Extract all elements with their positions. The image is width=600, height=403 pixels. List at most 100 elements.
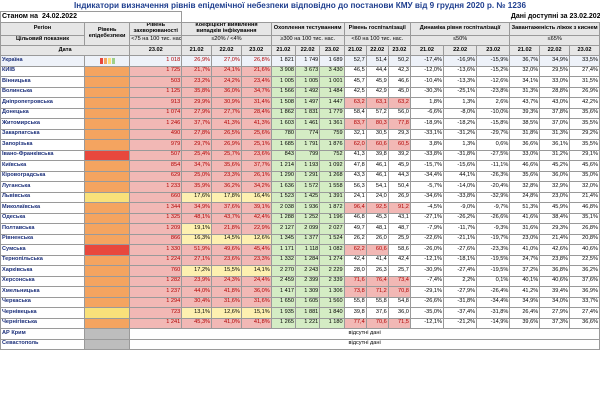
detection-value: 24,4% [240, 275, 272, 288]
dynamics-value: -29,1% [409, 286, 445, 298]
table-row: Волинська 1 125 35,8% 36,0% 34,7% 1 566 1 492 1… [0, 86, 600, 99]
hospital-value: 45,7 [343, 76, 367, 88]
indicators-table: Станом на 24.02.2022 Дані доступні за 23… [0, 11, 600, 351]
region-name: Сумська [0, 244, 85, 256]
region-name: Чернівецька [0, 307, 85, 319]
region-name: Україна [0, 55, 85, 67]
level-indicator [83, 65, 131, 78]
testing-value: 1 361 [319, 118, 345, 130]
testing-value: 1 484 [319, 86, 345, 99]
dynamics-value: -4,5% [409, 202, 445, 214]
detection-value: 27,9% [181, 107, 213, 120]
hdr-date: Дата [0, 45, 131, 57]
testing-value: 1 936 [294, 202, 321, 214]
hospital-value: 46,8 [343, 212, 367, 225]
detection-value: 49,6% [211, 244, 242, 256]
table-row: КИЇВ 1 725 21,7% 24,1% 21,6% 3 908 3 673 3 430 4… [0, 65, 600, 78]
testing-value: 1 377 [294, 233, 321, 246]
region-name: Полтавська [0, 223, 85, 235]
testing-value: 1 265 [270, 317, 297, 330]
region-name: КИЇВ [0, 65, 85, 78]
incidence-value: 979 [129, 139, 183, 151]
dynamics-value: -10,0% [476, 107, 511, 120]
dynamics-value: 1,8% [409, 97, 445, 109]
hospital-value: 39,2 [387, 149, 411, 162]
table-row: Луганська 1 233 35,9% 36,2% 34,2% 1 636 1 572 1… [0, 181, 600, 193]
level-indicator [83, 328, 131, 340]
level-indicator [83, 275, 131, 288]
dynamics-value: 0,6% [476, 139, 511, 151]
beds-value: 35,6% [569, 107, 600, 120]
testing-value: 1 274 [319, 254, 345, 267]
table-row: Івано-Франківська 507 25,4% 25,7% 23,6% 843 79… [0, 149, 600, 162]
incidence-value: 660 [129, 191, 183, 204]
detection-value: 36,2% [211, 181, 242, 193]
hospital-value: 24,0 [365, 191, 389, 204]
beds-value: 35,5% [569, 139, 600, 151]
region-name: Севастополь [0, 338, 85, 351]
hospital-value: 26,2 [343, 233, 367, 246]
beds-value: 37,8% [539, 107, 571, 120]
hdr-dynamics: Динаміка рівня госпіталізації [409, 22, 511, 36]
dynamics-value: 2,2% [443, 275, 478, 288]
detection-value: 16,3% [181, 233, 213, 246]
detection-value: 27,1% [181, 254, 213, 267]
table-row: Дніпропетровська 913 29,9% 30,9% 31,4% 1 508 1… [0, 97, 600, 109]
beds-value: 45,6% [569, 160, 600, 172]
testing-value: 1 425 [294, 191, 321, 204]
incidence-value: 503 [129, 76, 183, 88]
detection-value: 14,5% [211, 233, 242, 246]
detection-value: 24,2% [211, 76, 242, 88]
dynamics-value: -5,7% [409, 181, 445, 193]
beds-value: 39,3% [509, 107, 541, 120]
dynamics-value: -19,7% [476, 233, 511, 246]
dynamics-value: -9,3% [476, 223, 511, 235]
testing-value: 1 558 [319, 181, 345, 193]
detection-value: 34,2% [240, 181, 272, 193]
beds-value: 27,9% [539, 307, 571, 319]
level-indicator [83, 181, 131, 193]
hospital-value: 42,4 [387, 254, 411, 267]
date-cell: 23.02 [569, 45, 600, 57]
incidence-value: 913 [129, 97, 183, 109]
level-indicator [83, 139, 131, 151]
beds-value: 43,0% [539, 97, 571, 109]
dynamics-value: -13,6% [443, 65, 478, 78]
target-hospital: <60 на 100 тис. нас. [343, 34, 411, 47]
detection-value: 41,3% [240, 118, 272, 130]
beds-value: 23,8% [539, 254, 571, 267]
detection-value: 24,3% [211, 275, 242, 288]
testing-value: 1 572 [294, 181, 321, 193]
testing-value: 2 127 [270, 223, 297, 235]
beds-value: 37,6% [569, 275, 600, 288]
testing-value: 2 459 [270, 275, 297, 288]
beds-value: 39,6% [509, 317, 541, 330]
table-row: АР Крим відсутні дані [0, 328, 600, 340]
detection-value: 16,4% [240, 191, 272, 204]
testing-value: 1 831 [294, 107, 321, 120]
testing-value: 1 881 [294, 307, 321, 319]
date-cell: 21.02 [343, 45, 367, 57]
hospital-value: 50,4 [387, 181, 411, 193]
table-row: Черкаська 1 294 30,4% 31,6% 31,6% 1 650 1 605 1… [0, 296, 600, 309]
incidence-value: 1 241 [129, 317, 183, 330]
dynamics-value: -10,4% [409, 76, 445, 88]
beds-value: 42,6% [539, 244, 571, 256]
beds-value: 33,0% [509, 149, 541, 162]
hospital-value: 25,7 [387, 265, 411, 277]
testing-value: 1 840 [319, 307, 345, 319]
detection-value: 23,3% [211, 170, 242, 183]
incidence-value: 1 330 [129, 244, 183, 256]
detection-value: 30,4% [181, 296, 213, 309]
testing-value: 1 290 [270, 170, 297, 183]
detection-value: 19,1% [181, 223, 213, 235]
testing-value: 1 791 [294, 139, 321, 151]
level-swatch [111, 57, 115, 64]
hospital-value: 73,8 [343, 286, 367, 298]
beds-value: 31,3% [539, 128, 571, 141]
dynamics-value: -22,6% [409, 233, 445, 246]
region-name: Донецька [0, 107, 85, 120]
detection-value: 26,8% [240, 55, 272, 67]
hospital-value: 73,4 [387, 275, 411, 288]
detection-value: 44,0% [181, 286, 213, 298]
